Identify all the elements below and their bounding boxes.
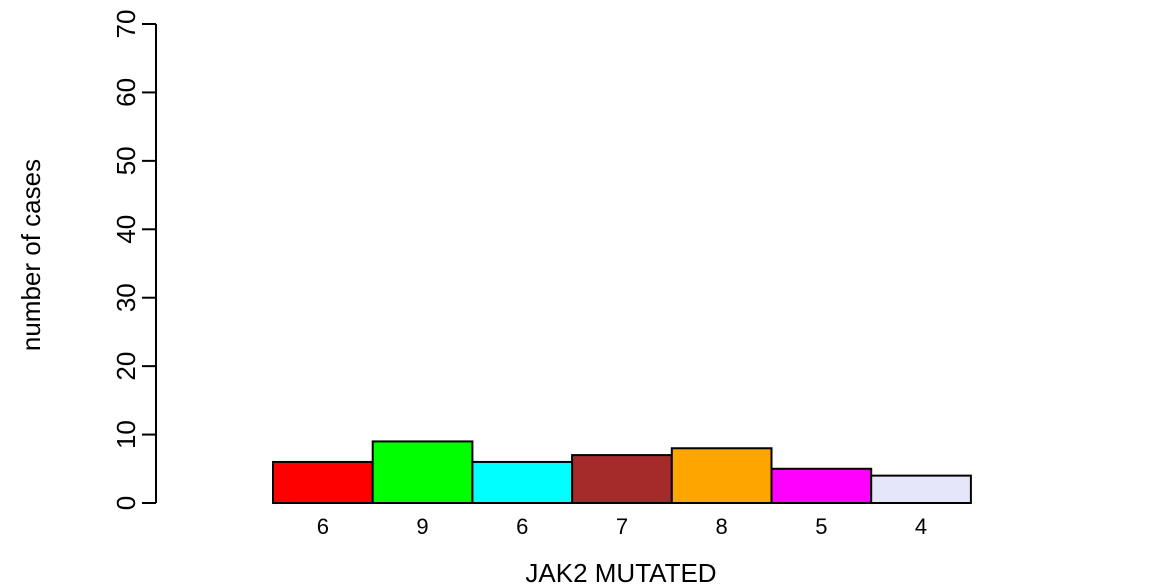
y-tick-label: 60 [111, 78, 141, 107]
bar [670, 447, 773, 504]
bar [770, 467, 873, 504]
x-tick-label: 4 [915, 514, 927, 539]
y-axis: 0 10 20 30 40 50 60 70 [111, 10, 157, 510]
y-tick-label: 30 [111, 283, 141, 312]
bars [272, 440, 972, 505]
y-tick-label: 0 [111, 496, 141, 510]
x-tick-label: 6 [317, 514, 329, 539]
x-tick-label: 9 [416, 514, 428, 539]
bar [571, 454, 673, 505]
x-tick-label: 6 [516, 514, 528, 539]
y-tick-label: 10 [111, 420, 141, 449]
bar [371, 440, 474, 504]
x-tick-label: 8 [716, 514, 728, 539]
x-axis-label: JAK2 MUTATED [525, 558, 716, 588]
bar [272, 460, 374, 505]
x-tick-label: 5 [815, 514, 827, 539]
bar [471, 460, 574, 505]
y-tick-label: 20 [111, 352, 141, 381]
x-tick-label: 7 [616, 514, 628, 539]
y-tick-label: 70 [111, 10, 141, 39]
y-axis-label: number of cases [16, 159, 46, 351]
bar [870, 474, 972, 504]
x-tick-labels: 6 9 6 7 8 5 4 [317, 514, 927, 539]
y-tick-label: 40 [111, 215, 141, 244]
y-tick-label: 50 [111, 146, 141, 175]
